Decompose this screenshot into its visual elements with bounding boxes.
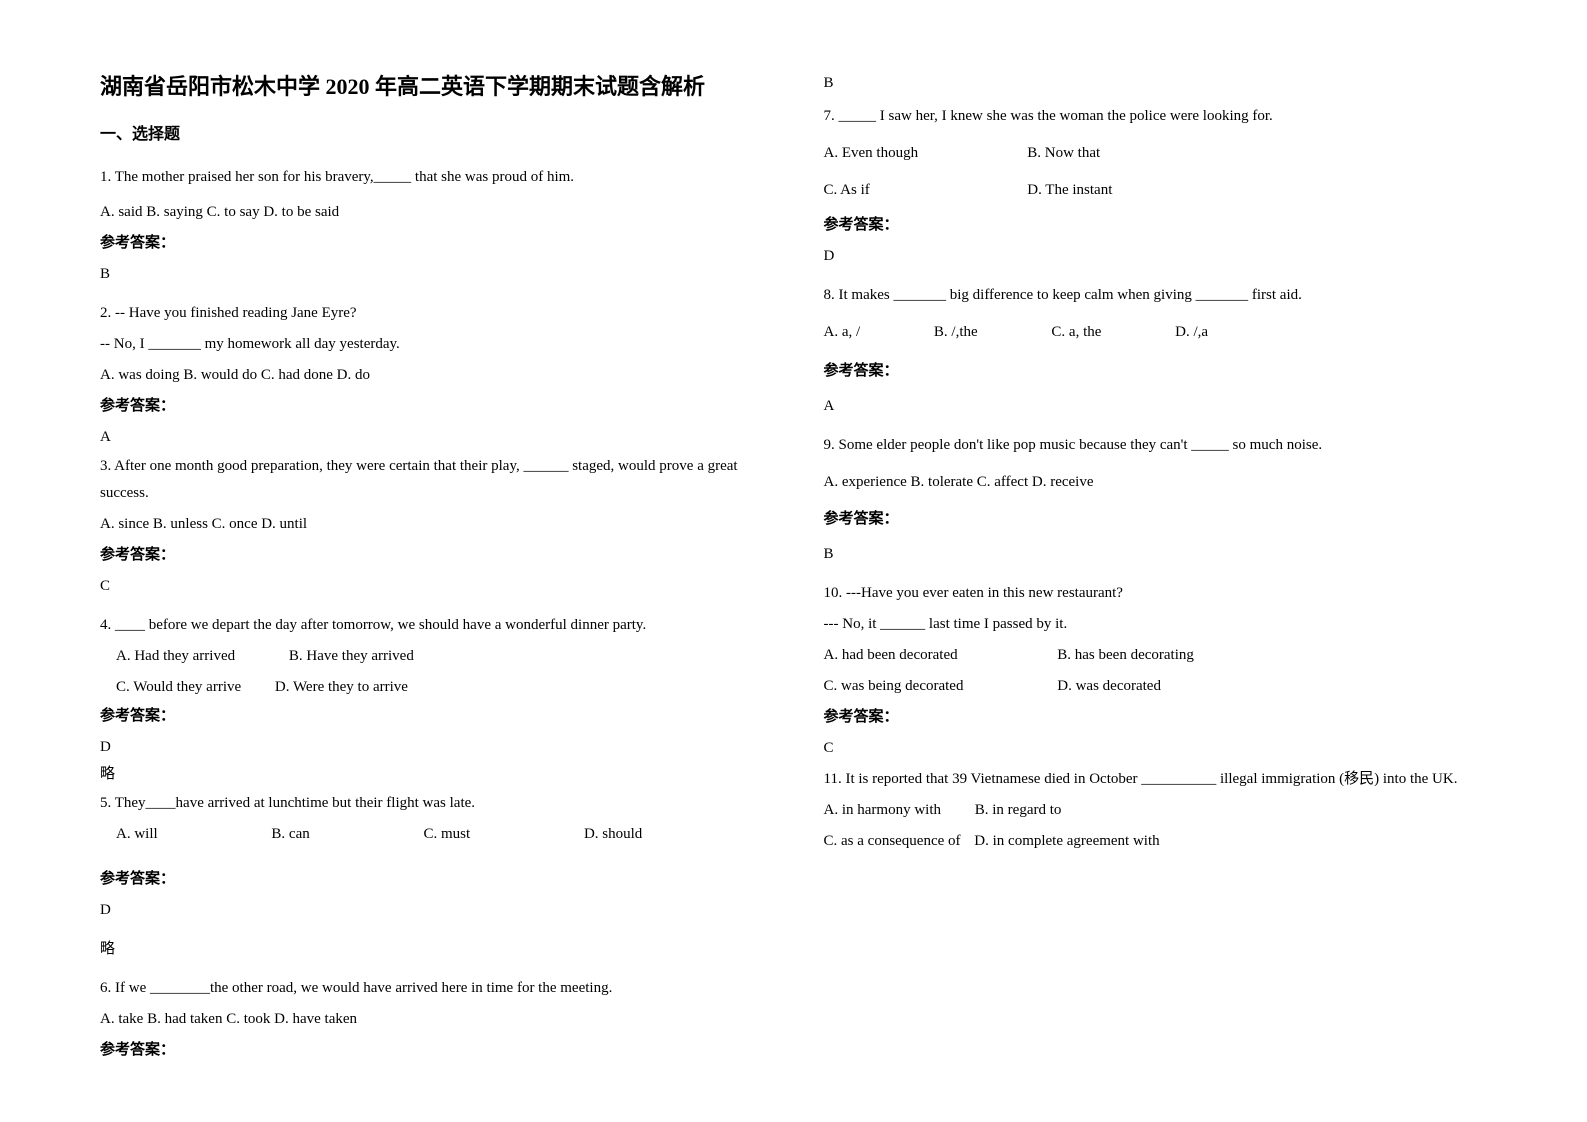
q6-text: 6. If we ________the other road, we woul… [100, 975, 764, 1002]
answer-label: 参考答案： [824, 506, 1488, 533]
q2-line2: -- No, I _______ my homework all day yes… [100, 331, 764, 358]
q4-note: 略 [100, 761, 764, 788]
q7-optC: C. As if [824, 177, 1024, 204]
q1-options: A. said B. saying C. to say D. to be sai… [100, 199, 764, 226]
q5-note: 略 [100, 936, 764, 963]
q9-options: A. experience B. tolerate C. affect D. r… [824, 469, 1488, 496]
q3-options: A. since B. unless C. once D. until [100, 511, 764, 538]
q4-optD: D. Were they to arrive [275, 679, 408, 695]
q10-line2: --- No, it ______ last time I passed by … [824, 611, 1488, 638]
answer-label: 参考答案： [100, 542, 764, 569]
q4-text: 4. ____ before we depart the day after t… [100, 612, 764, 639]
q9-text: 9. Some elder people don't like pop musi… [824, 432, 1488, 459]
q1-answer: B [100, 261, 764, 288]
q11-options-row2: C. as a consequence of D. in complete ag… [824, 828, 1488, 855]
q7-answer: D [824, 243, 1488, 270]
q11-optA: A. in harmony with [824, 797, 942, 824]
q11-optB: B. in regard to [975, 802, 1062, 818]
q4-answer: D [100, 734, 764, 761]
q11-options-row1: A. in harmony with B. in regard to [824, 797, 1488, 824]
q2-text: 2. -- Have you finished reading Jane Eyr… [100, 300, 764, 327]
q5-optA: A. will [116, 821, 158, 848]
q8-options: A. a, / B. /,the C. a, the D. /,a [824, 319, 1488, 346]
q7-optA: A. Even though [824, 140, 1024, 167]
q7-options-row1: A. Even though B. Now that [824, 140, 1488, 167]
q4-options-row1: A. Had they arrived B. Have they arrived [100, 643, 764, 670]
q5-options: A. will B. can C. must D. should [100, 821, 764, 848]
q10-answer: C [824, 735, 1488, 762]
q10-options-row1: A. had been decorated B. has been decora… [824, 642, 1488, 669]
q7-optD: D. The instant [1027, 182, 1112, 198]
q4-optA: A. Had they arrived [116, 643, 235, 670]
answer-label: 参考答案： [100, 230, 764, 257]
q8-optB: B. /,the [934, 319, 978, 346]
q8-optA: A. a, / [824, 319, 861, 346]
page-title: 湖南省岳阳市松木中学 2020 年高二英语下学期期末试题含解析 [100, 70, 764, 103]
q8-answer: A [824, 393, 1488, 420]
q11-text: 11. It is reported that 39 Vietnamese di… [824, 766, 1488, 793]
q9-answer: B [824, 541, 1488, 568]
q4-optB: B. Have they arrived [289, 648, 414, 664]
q4-options-row2: C. Would they arrive D. Were they to arr… [100, 674, 764, 701]
q6-answer: B [824, 70, 1488, 97]
q10-optA: A. had been decorated [824, 642, 1054, 669]
q8-optD: D. /,a [1175, 324, 1208, 340]
answer-label: 参考答案： [100, 703, 764, 730]
q7-optB: B. Now that [1027, 145, 1100, 161]
answer-label: 参考答案： [100, 866, 764, 893]
answer-label: 参考答案： [100, 1037, 764, 1064]
q11-optD: D. in complete agreement with [974, 833, 1159, 849]
q2-options: A. was doing B. would do C. had done D. … [100, 362, 764, 389]
q5-text: 5. They____have arrived at lunchtime but… [100, 790, 764, 817]
section-heading: 一、选择题 [100, 121, 764, 150]
q7-text: 7. _____ I saw her, I knew she was the w… [824, 103, 1488, 130]
q8-optC: C. a, the [1051, 319, 1101, 346]
q11-optC: C. as a consequence of [824, 828, 961, 855]
q5-answer: D [100, 897, 764, 924]
q6-options: A. take B. had taken C. took D. have tak… [100, 1006, 764, 1033]
q10-options-row2: C. was being decorated D. was decorated [824, 673, 1488, 700]
q10-optB: B. has been decorating [1057, 647, 1194, 663]
answer-label: 参考答案： [824, 358, 1488, 385]
q10-optC: C. was being decorated [824, 673, 1054, 700]
q10-optD: D. was decorated [1057, 678, 1161, 694]
q7-options-row2: C. As if D. The instant [824, 177, 1488, 204]
q3-text: 3. After one month good preparation, the… [100, 453, 764, 507]
answer-label: 参考答案： [824, 704, 1488, 731]
q1-text: 1. The mother praised her son for his br… [100, 164, 764, 191]
q5-optB: B. can [271, 821, 309, 848]
q8-text: 8. It makes _______ big difference to ke… [824, 282, 1488, 309]
q5-optC: C. must [424, 821, 471, 848]
answer-label: 参考答案： [100, 393, 764, 420]
q2-answer: A [100, 424, 764, 451]
answer-label: 参考答案： [824, 212, 1488, 239]
q10-text: 10. ---Have you ever eaten in this new r… [824, 580, 1488, 607]
q3-answer: C [100, 573, 764, 600]
question-1: 1. The mother praised her son for his br… [100, 164, 764, 191]
q5-optD: D. should [584, 826, 642, 842]
q4-optC: C. Would they arrive [116, 674, 241, 701]
